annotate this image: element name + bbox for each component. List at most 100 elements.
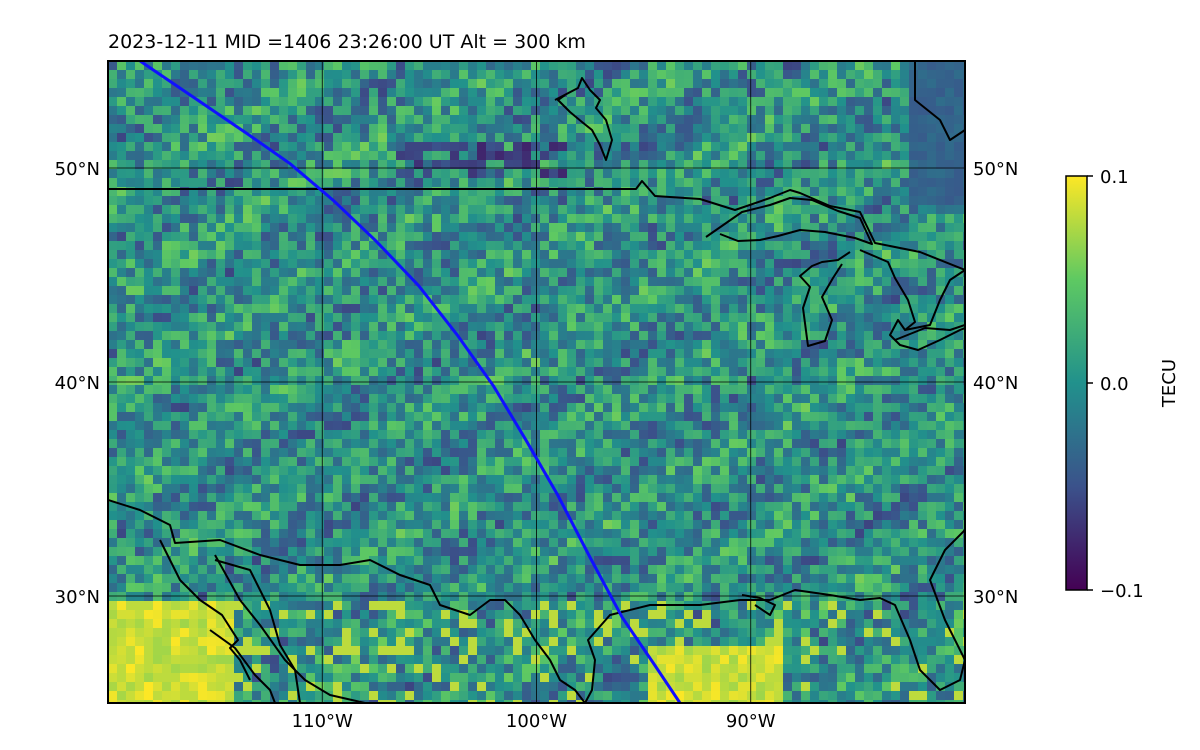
tec-cell	[324, 448, 334, 458]
tec-cell	[702, 304, 712, 314]
tec-cell	[297, 340, 307, 350]
tec-cell	[351, 349, 361, 359]
tec-cell	[819, 250, 829, 260]
tec-cell	[801, 493, 811, 503]
tec-cell	[369, 475, 379, 485]
tec-cell	[873, 115, 883, 125]
tec-cell	[144, 412, 154, 422]
tec-cell	[873, 457, 883, 467]
tec-cell	[144, 304, 154, 314]
tec-cell	[792, 151, 802, 161]
tec-cell	[585, 331, 595, 341]
tec-cell	[360, 403, 370, 413]
tec-cell	[198, 340, 208, 350]
tec-cell	[639, 160, 649, 170]
tec-cell	[342, 61, 352, 71]
tec-cell	[909, 475, 919, 485]
tec-cell	[954, 484, 964, 494]
tec-cell	[207, 178, 217, 188]
tec-cell	[927, 448, 937, 458]
tec-cell	[216, 196, 226, 206]
tec-cell	[324, 223, 334, 233]
tec-cell	[153, 412, 163, 422]
tec-cell	[324, 142, 334, 152]
tec-cell	[171, 376, 181, 386]
tec-cell	[648, 511, 658, 521]
tec-cell	[405, 439, 415, 449]
tec-cell	[693, 133, 703, 143]
tec-cell	[666, 475, 676, 485]
tec-cell	[180, 502, 190, 512]
tec-cell	[846, 430, 856, 440]
tec-cell	[711, 214, 721, 224]
tec-cell	[693, 331, 703, 341]
tec-cell	[180, 277, 190, 287]
tec-cell	[855, 394, 865, 404]
tec-cell	[504, 439, 514, 449]
tec-cell	[792, 286, 802, 296]
tec-cell	[918, 232, 928, 242]
tec-cell	[927, 79, 937, 89]
tec-cell	[720, 169, 730, 179]
tec-cell	[711, 88, 721, 98]
tec-cell	[351, 484, 361, 494]
tec-cell	[567, 142, 577, 152]
tec-cell	[801, 61, 811, 71]
tec-cell	[207, 115, 217, 125]
tec-cell	[711, 241, 721, 251]
tec-cell	[405, 241, 415, 251]
tec-cell	[675, 223, 685, 233]
tec-cell	[450, 322, 460, 332]
tec-cell	[243, 79, 253, 89]
tec-cell	[918, 205, 928, 215]
tec-cell	[918, 475, 928, 485]
tec-cell	[315, 511, 325, 521]
tec-cell	[279, 358, 289, 368]
tec-cell	[108, 277, 118, 287]
tec-cell	[378, 376, 388, 386]
tec-cell	[171, 268, 181, 278]
tec-cell	[468, 394, 478, 404]
tec-cell	[297, 385, 307, 395]
tec-cell	[234, 457, 244, 467]
tec-cell	[693, 61, 703, 71]
tec-cell	[756, 403, 766, 413]
tec-cell	[594, 376, 604, 386]
tec-cell	[432, 520, 442, 530]
tec-cell	[720, 484, 730, 494]
tec-cell	[441, 106, 451, 116]
tec-cell	[936, 214, 946, 224]
tec-cell	[207, 214, 217, 224]
tec-cell	[621, 178, 631, 188]
tec-cell	[486, 367, 496, 377]
tec-cell	[846, 61, 856, 71]
tec-cell	[612, 250, 622, 260]
tec-cell	[594, 367, 604, 377]
tec-cell	[576, 412, 586, 422]
tec-cell	[486, 475, 496, 485]
tec-cell	[432, 322, 442, 332]
tec-cell	[828, 457, 838, 467]
tec-cell	[360, 313, 370, 323]
tec-cell	[585, 187, 595, 197]
tec-cell	[891, 430, 901, 440]
tec-cell	[666, 385, 676, 395]
tec-cell	[306, 115, 316, 125]
tec-cell	[252, 79, 262, 89]
tec-cell	[144, 241, 154, 251]
tec-cell	[360, 259, 370, 269]
tec-cell	[126, 160, 136, 170]
tec-cell	[711, 304, 721, 314]
tec-cell	[909, 448, 919, 458]
tec-cell	[648, 223, 658, 233]
tec-cell	[333, 448, 343, 458]
tec-cell	[306, 367, 316, 377]
tec-cell	[927, 313, 937, 323]
tec-cell	[756, 106, 766, 116]
tec-cell	[378, 322, 388, 332]
tec-cell	[360, 349, 370, 359]
tec-cell	[702, 403, 712, 413]
tec-cell	[549, 304, 559, 314]
tec-cell	[927, 232, 937, 242]
tec-cell	[351, 331, 361, 341]
